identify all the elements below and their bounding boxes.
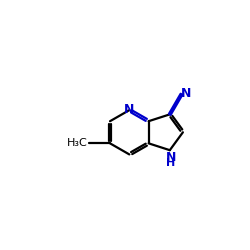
Text: N: N (166, 151, 176, 164)
Text: N: N (124, 103, 134, 116)
Text: N: N (181, 87, 192, 100)
Text: H₃C: H₃C (66, 138, 87, 148)
Text: H: H (166, 158, 175, 168)
